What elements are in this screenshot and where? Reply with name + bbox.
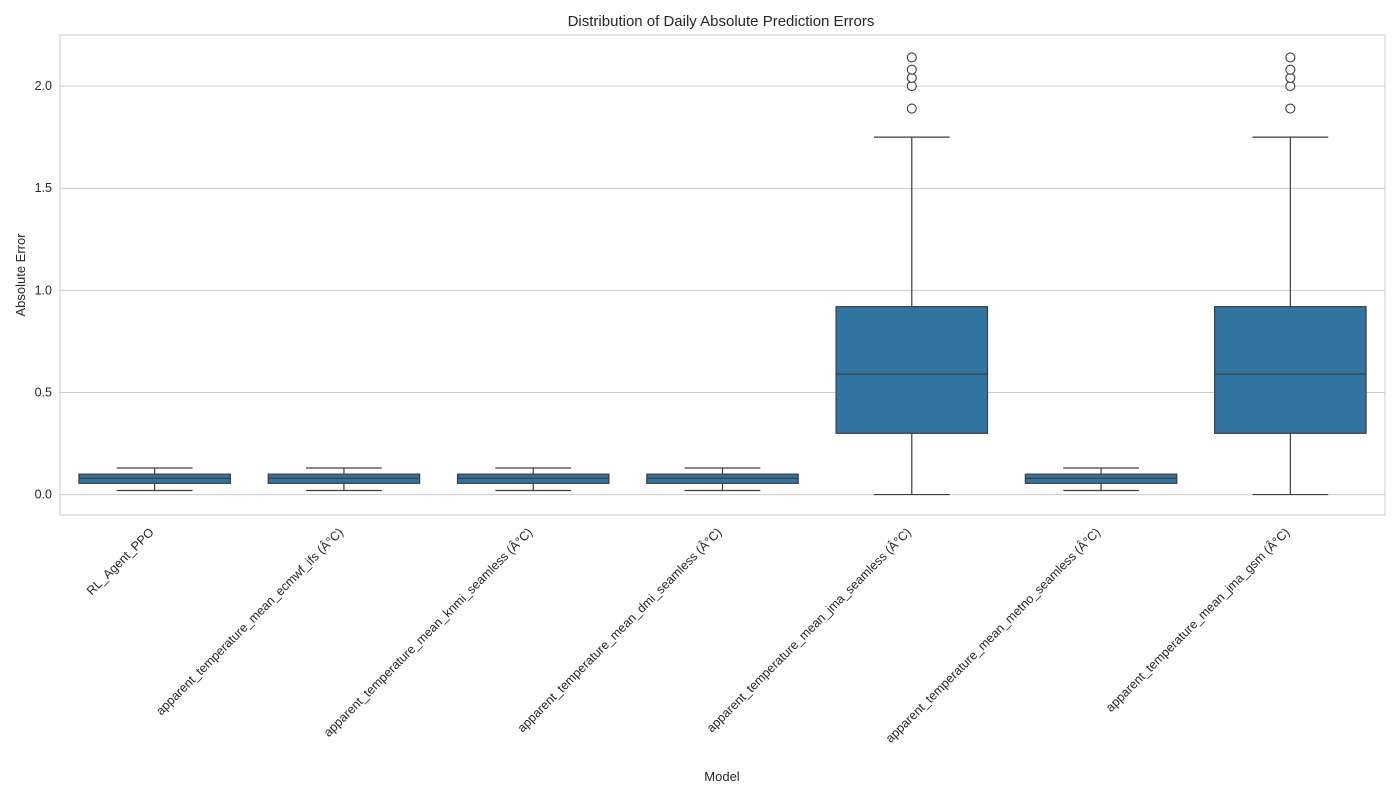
x-tick-label: apparent_temperature_mean_dmi_seamless (… [514, 525, 725, 736]
y-tick-label: 2.0 [35, 79, 52, 93]
grid-lines [60, 85, 1385, 496]
y-tick-label: 1.5 [35, 181, 52, 195]
x-tick-label: apparent_temperature_mean_jma_gsm (Â°C) [1102, 525, 1292, 715]
box-iqr [1214, 306, 1367, 434]
x-tick-label: apparent_temperature_mean_jma_seamless (… [703, 525, 914, 736]
box-group [835, 52, 989, 496]
box-group [1024, 467, 1178, 492]
y-tick-label: 1.0 [35, 283, 52, 297]
box-group [456, 467, 610, 492]
box-group [1214, 52, 1367, 496]
box-group [78, 467, 231, 492]
x-axis-label: Model [704, 769, 740, 784]
box-group [267, 467, 421, 492]
plot-frame [59, 34, 1386, 516]
outlier-point [1285, 64, 1296, 75]
x-tick-label: apparent_temperature_mean_knmi_seamless … [320, 525, 535, 740]
x-tick-labels: RL_Agent_PPOapparent_temperature_mean_ec… [84, 525, 1293, 746]
outlier-point [906, 52, 917, 63]
box-group [646, 467, 799, 492]
outlier-point [906, 64, 917, 75]
y-axis-label: Absolute Error [13, 233, 28, 317]
outlier-point [1285, 103, 1296, 114]
y-tick-label: 0.5 [35, 385, 52, 399]
x-tick-label: apparent_temperature_mean_ecmwf_ifs (Â°C… [153, 525, 346, 718]
y-tick-label: 0.0 [35, 488, 52, 502]
boxes [78, 52, 1367, 496]
x-tick-label: apparent_temperature_mean_metno_seamless… [882, 525, 1103, 746]
y-tick-labels: 0.0 0.5 1.0 1.5 2.0 [35, 79, 52, 502]
outlier-point [1285, 52, 1296, 63]
chart-title: Distribution of Daily Absolute Predictio… [568, 13, 875, 30]
x-tick-label: RL_Agent_PPO [84, 525, 157, 598]
box-iqr [835, 306, 989, 434]
outlier-point [906, 103, 917, 114]
